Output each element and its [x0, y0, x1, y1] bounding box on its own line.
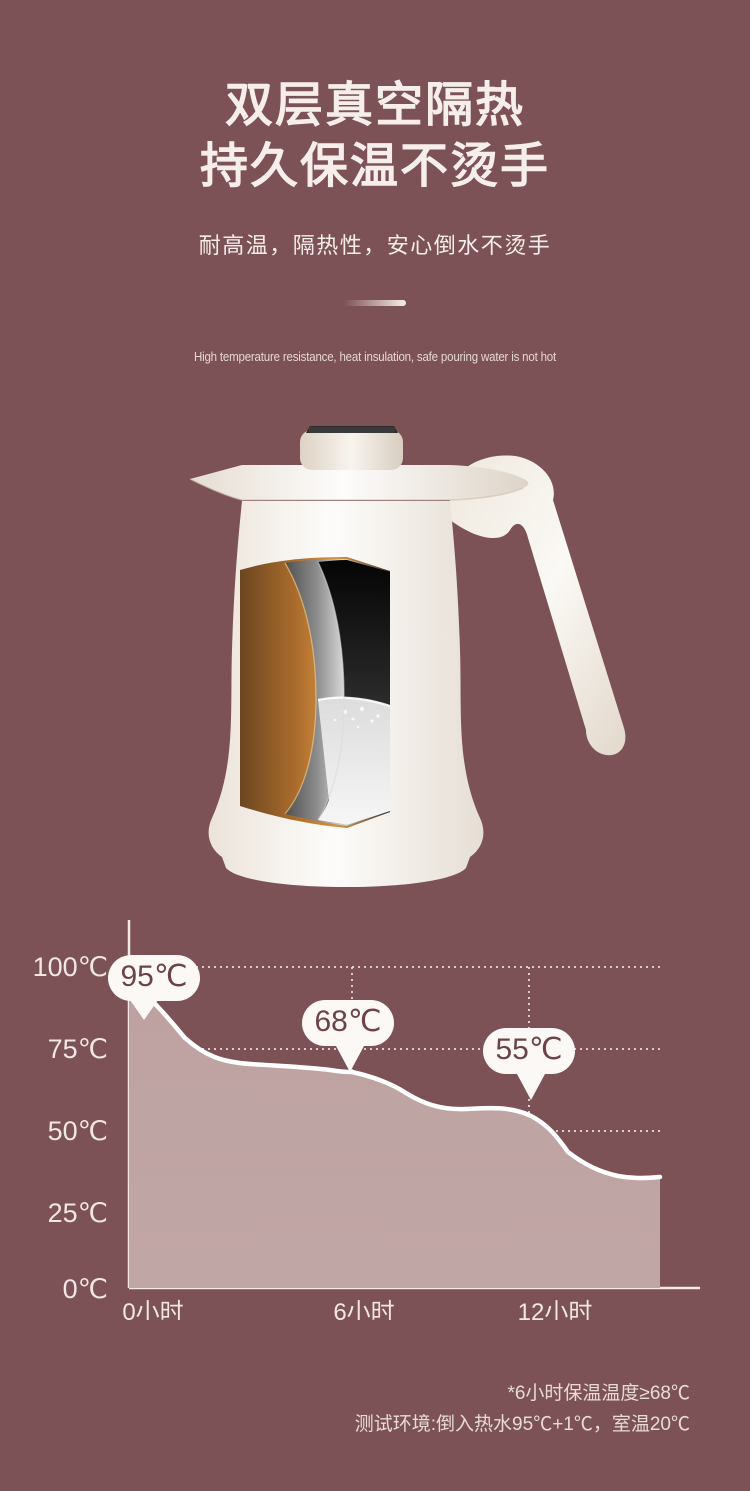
svg-text:50℃: 50℃ — [48, 1116, 108, 1146]
svg-text:95℃: 95℃ — [120, 960, 187, 993]
svg-text:0℃: 0℃ — [63, 1274, 108, 1304]
svg-text:6小时: 6小时 — [333, 1299, 394, 1320]
svg-text:75℃: 75℃ — [48, 1034, 108, 1064]
svg-text:12小时: 12小时 — [518, 1299, 593, 1320]
svg-text:55℃: 55℃ — [495, 1033, 562, 1066]
svg-text:68℃: 68℃ — [314, 1005, 381, 1038]
svg-text:0小时: 0小时 — [122, 1299, 183, 1320]
svg-text:25℃: 25℃ — [48, 1198, 108, 1228]
svg-text:100℃: 100℃ — [33, 952, 108, 982]
